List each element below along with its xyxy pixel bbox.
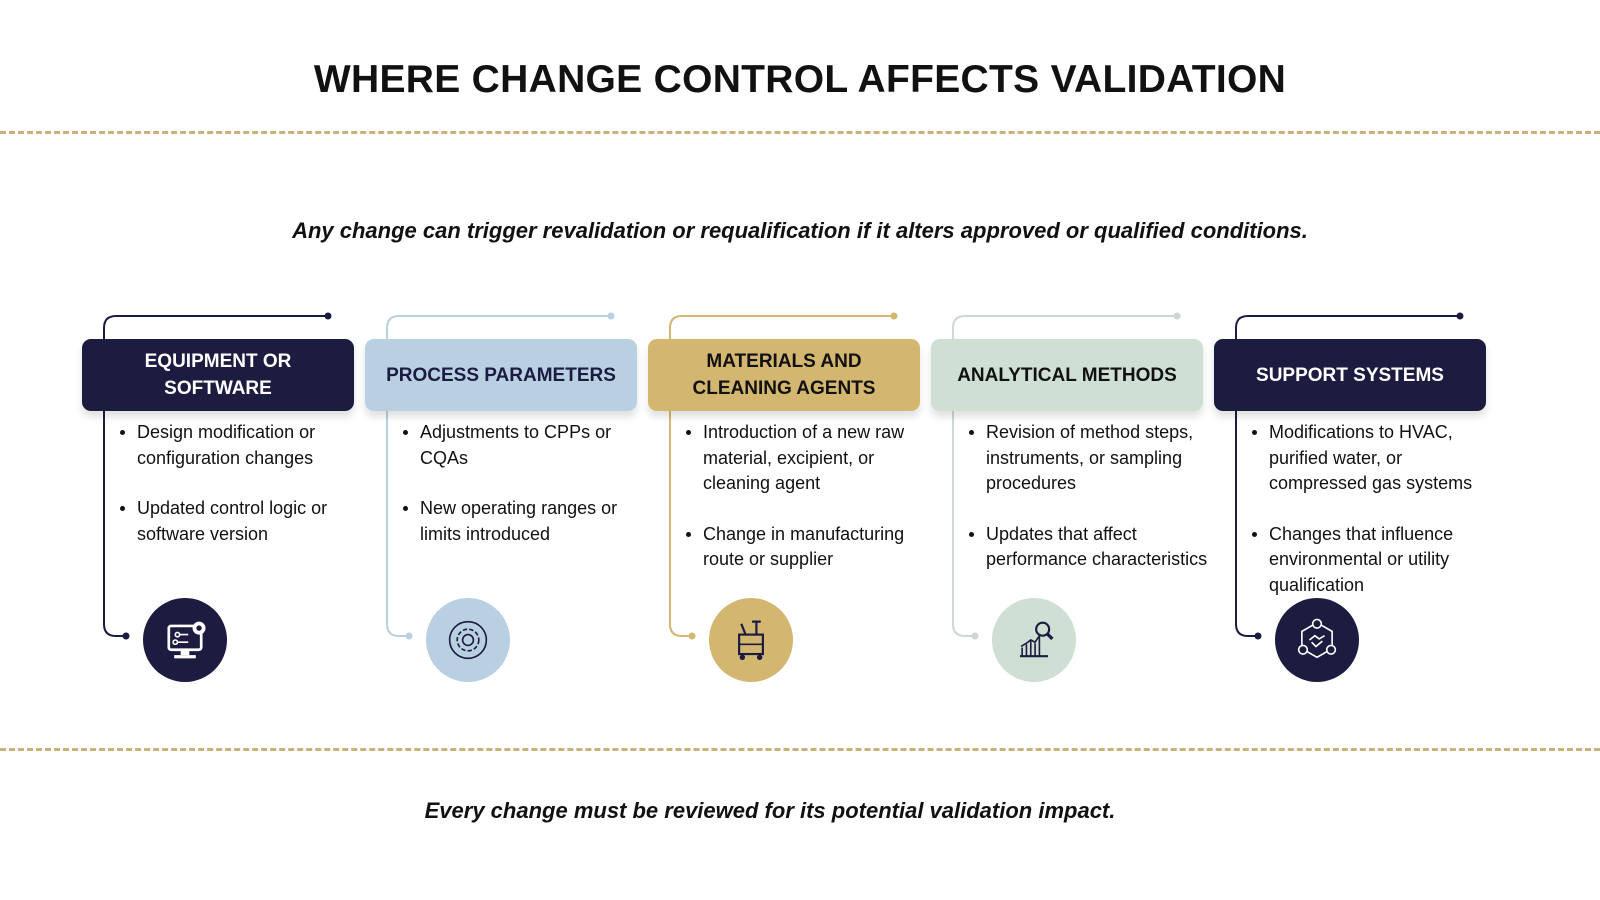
bottom-divider (0, 748, 1600, 751)
bullet-item: Changes that influence environmental or … (1252, 522, 1502, 599)
bullet-item: Adjustments to CPPs or CQAs (403, 420, 653, 471)
bullet-item: Updated control logic or software versio… (120, 496, 370, 547)
bullet-list: Adjustments to CPPs or CQAs New operating… (403, 420, 653, 572)
computer-gear-icon (143, 598, 227, 682)
category-column: ANALYTICAL METHODS Revision of method st… (931, 300, 1221, 700)
top-divider (0, 131, 1600, 134)
connector-line (386, 312, 615, 640)
category-header: PROCESS PARAMETERS (365, 339, 637, 411)
bullet-list: Introduction of a new raw material, exci… (686, 420, 936, 598)
category-column: SUPPORT SYSTEMS Modifications to HVAC, p… (1214, 300, 1504, 700)
connector-dot (1254, 632, 1262, 640)
category-header: SUPPORT SYSTEMS (1214, 339, 1486, 411)
connector-line (1235, 312, 1464, 640)
bullet-list: Revision of method steps, instruments, o… (969, 420, 1219, 598)
category-header: MATERIALS AND CLEANING AGENTS (648, 339, 920, 411)
connector-dot (122, 632, 130, 640)
bullet-item: Introduction of a new raw material, exci… (686, 420, 936, 497)
category-column: PROCESS PARAMETERS Adjustments to CPPs o… (365, 300, 655, 700)
page-title: WHERE CHANGE CONTROL AFFECTS VALIDATION (313, 58, 1287, 101)
connector-dot (607, 312, 615, 320)
connector-dot (1173, 312, 1181, 320)
connector-dot (405, 632, 413, 640)
gear-icon (426, 598, 510, 682)
connector-dot (890, 312, 898, 320)
category-header: EQUIPMENT OR SOFTWARE (82, 339, 354, 411)
category-column: MATERIALS AND CLEANING AGENTS Introducti… (648, 300, 938, 700)
connector-line (103, 312, 332, 640)
bullet-item: New operating ranges or limits introduce… (403, 496, 653, 547)
subtitle: Any change can trigger revalidation or r… (292, 218, 1308, 243)
bullet-item: Updates that affect performance characte… (969, 522, 1219, 573)
bullet-list: Design modification or configuration cha… (120, 420, 370, 572)
connector-line (952, 312, 1181, 640)
bullet-item: Modifications to HVAC, purified water, o… (1252, 420, 1502, 497)
network-handshake-icon (1275, 598, 1359, 682)
bullet-item: Revision of method steps, instruments, o… (969, 420, 1219, 497)
bullet-list: Modifications to HVAC, purified water, o… (1252, 420, 1502, 623)
category-column: EQUIPMENT OR SOFTWARE Design modificatio… (82, 300, 372, 700)
connector-line (669, 312, 898, 640)
connector-dot (1456, 312, 1464, 320)
footer-note: Every change must be reviewed for its po… (424, 798, 1116, 823)
connector-dot (688, 632, 696, 640)
connector-dot (324, 312, 332, 320)
bullet-item: Change in manufacturing route or supplie… (686, 522, 936, 573)
connector-dot (971, 632, 979, 640)
chart-magnifier-icon (992, 598, 1076, 682)
bullet-item: Design modification or configuration cha… (120, 420, 370, 471)
category-header: ANALYTICAL METHODS (931, 339, 1203, 411)
cleaning-cart-icon (709, 598, 793, 682)
